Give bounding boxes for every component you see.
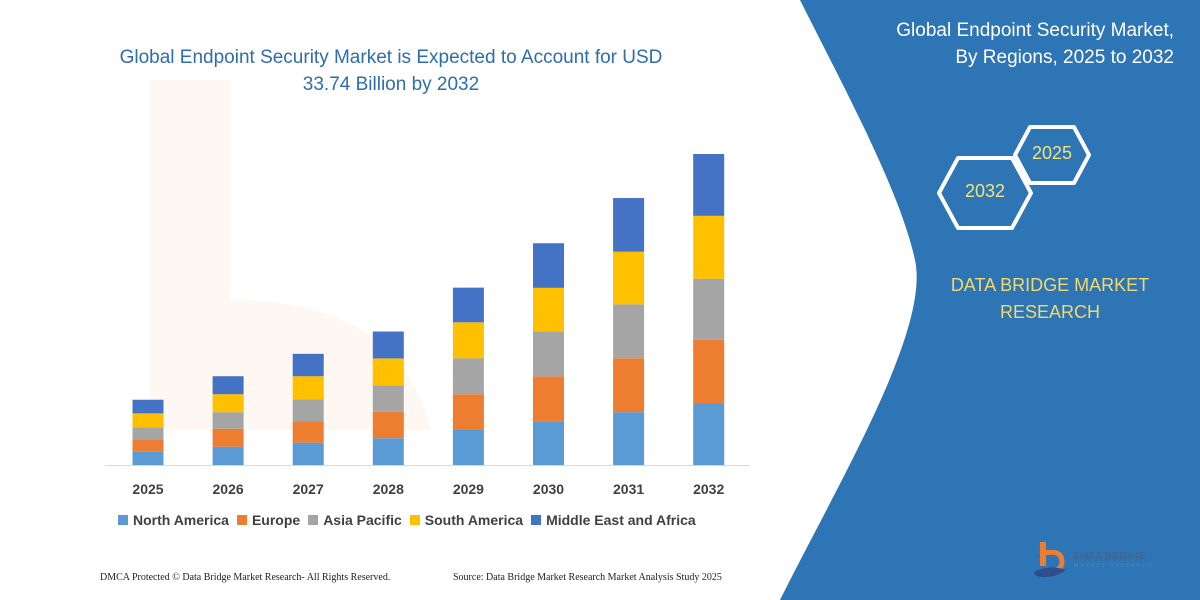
legend-swatch (308, 515, 319, 525)
legend-label: South America (424, 512, 524, 528)
bar-segment (132, 451, 164, 465)
bar-segment (212, 394, 244, 413)
legend-item-europe: Europe (236, 512, 301, 528)
bar-segment (372, 438, 404, 465)
bar-segment (292, 421, 324, 443)
hexagon-2025: 2025 (1012, 124, 1092, 186)
hexagon-icon (937, 156, 1033, 230)
bar-segment (693, 215, 725, 279)
hexagon-icon (1013, 125, 1091, 185)
bar-segment (533, 421, 564, 465)
bar-segment (452, 429, 484, 465)
bar-segment (533, 331, 564, 377)
bar-segment (212, 428, 244, 447)
legend-item-asia-pacific: Asia Pacific (308, 512, 402, 528)
bar-segment (613, 251, 645, 305)
company-logo: DATA BRIDGE MARKET RESEARCH (1032, 540, 1153, 580)
bar-segment (613, 412, 645, 465)
bar-segment (132, 413, 164, 428)
bar-segment (533, 287, 564, 332)
bar-segment (693, 278, 725, 340)
legend-label: Asia Pacific (323, 512, 402, 528)
bar-segment (372, 385, 404, 412)
bar-segment (693, 154, 725, 216)
legend-item-south-america: South America (409, 512, 524, 528)
bar-segment (613, 304, 645, 359)
bar-segment (292, 376, 324, 400)
legend-swatch (531, 515, 542, 525)
bar-segment (533, 376, 564, 422)
bar-segment (212, 412, 244, 429)
legend-item-north-america: North America (118, 512, 229, 528)
bar-segment (292, 353, 324, 377)
brand-line-2: RESEARCH (999, 302, 1101, 322)
bar-segment (372, 331, 404, 359)
hexagon-2032: 2032 (936, 155, 1034, 231)
legend: North America Europe Asia Pacific South … (118, 512, 696, 528)
hexagon-label-end: 2032 (964, 181, 1006, 201)
legend-label: Middle East and Africa (546, 512, 696, 528)
hexagon-label-start: 2025 (1031, 143, 1073, 163)
bar-segment (452, 358, 484, 395)
stacked-bar-chart: 2025 2026 2027 2028 2029 2030 2031 2032 (105, 154, 750, 497)
x-tick-label: 2030 (533, 481, 564, 497)
bar-segment (132, 427, 164, 440)
logo-b-icon (1034, 542, 1066, 578)
brand-line-1: DATA BRIDGE MARKET (950, 275, 1150, 295)
logo-subtext: MARKET RESEARCH (1074, 563, 1154, 569)
legend-label: Europe (251, 512, 301, 528)
bar-segment (452, 394, 484, 430)
x-tick-label: 2031 (613, 481, 644, 497)
x-tick-label: 2029 (453, 481, 484, 497)
legend-item-middle-east-africa: Middle East and Africa (531, 512, 696, 528)
chart-title: Global Endpoint Security Market is Expec… (80, 44, 702, 98)
bar-segment (292, 399, 324, 422)
bar-segment (613, 358, 645, 413)
bar-segment (212, 446, 244, 465)
brand-text: DATA BRIDGE MARKET RESEARCH (920, 272, 1180, 326)
side-title: Global Endpoint Security Market, By Regi… (896, 17, 1174, 71)
x-tick-label: 2026 (213, 481, 244, 497)
blue-side-panel (780, 0, 1200, 600)
bar-segment (372, 358, 404, 386)
watermark-logo (150, 80, 430, 430)
x-tick-label: 2025 (132, 481, 163, 497)
x-tick-label: 2028 (373, 481, 404, 497)
copyright-note: DMCA Protected © Data Bridge Market Rese… (100, 572, 391, 583)
chart-title-line-1: Global Endpoint Security Market is Expec… (119, 47, 663, 68)
bar-segment (132, 399, 164, 414)
logo-text: DATA BRIDGE (1074, 550, 1146, 562)
legend-swatch (118, 515, 128, 525)
bar-segment (533, 243, 564, 288)
source-note: Source: Data Bridge Market Research Mark… (453, 572, 722, 583)
bar-segment (452, 322, 484, 359)
x-tick-label: 2032 (693, 481, 724, 497)
bar-segment (452, 287, 484, 323)
bar-segment (613, 198, 645, 252)
bar-segment (212, 376, 244, 395)
chart-title-line-2: 33.74 Billion by 2032 (302, 74, 480, 95)
legend-label: North America (133, 512, 229, 528)
bar-segment (132, 439, 164, 452)
legend-swatch (409, 515, 420, 525)
bar-segment (693, 403, 725, 465)
bar-segment (372, 411, 404, 439)
bar-segment (292, 442, 324, 465)
side-title-line-1: Global Endpoint Security Market, (896, 20, 1174, 41)
bar-segment (693, 339, 725, 404)
side-title-line-2: By Regions, 2025 to 2032 (955, 47, 1174, 68)
x-tick-label: 2027 (293, 481, 324, 497)
legend-swatch (236, 515, 247, 525)
